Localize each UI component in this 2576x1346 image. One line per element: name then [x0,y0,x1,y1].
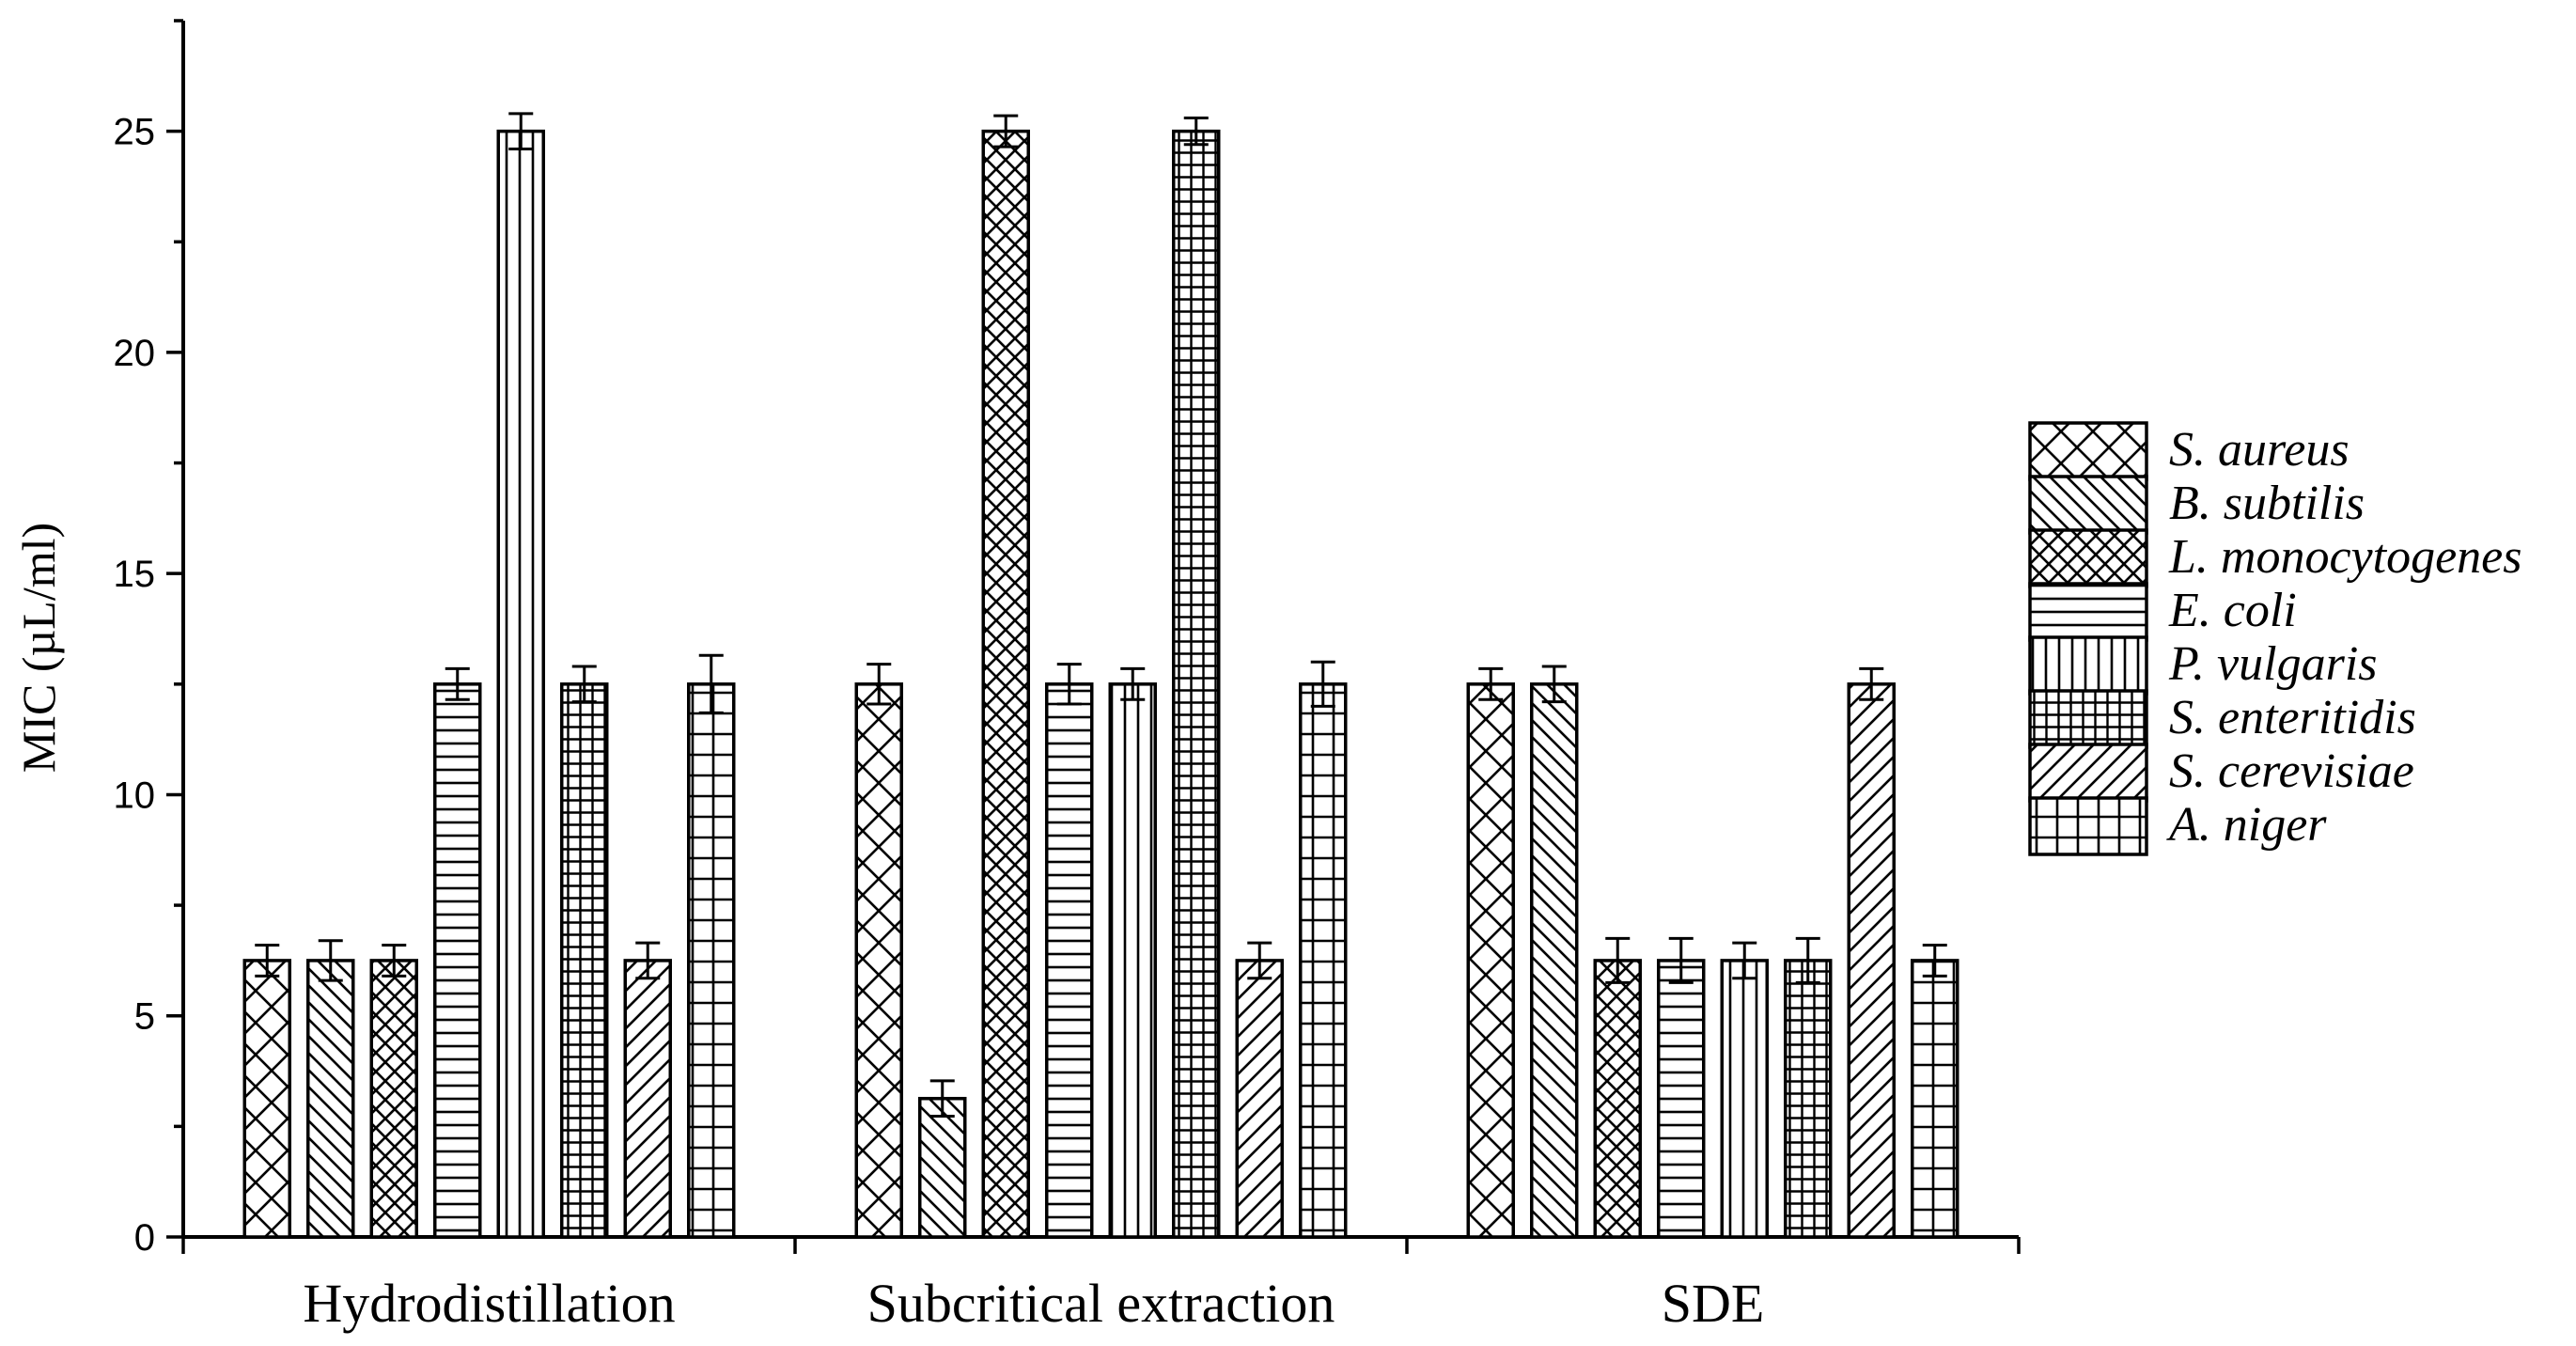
legend-swatch [2028,528,2148,588]
bar [306,959,355,1239]
y-tick-label: 20 [114,333,156,374]
x-category-label: Hydrodistillation [303,1273,675,1334]
legend-label: P. vulgaris [2168,637,2378,691]
legend-swatch [2028,796,2148,856]
bar [623,959,672,1239]
bar [1045,682,1094,1239]
bar [433,682,482,1239]
bar [1720,959,1769,1239]
legend-swatch [2028,635,2148,696]
bar [1911,959,1959,1239]
plot-area: 0 5 10 15 20 25 MIC (µL/ml) Hydrodistillation Su… [12,19,2021,1334]
y-tick-label: 25 [114,112,156,153]
y-tick-label: 0 [134,1217,155,1259]
legend-label: S. cerevisiae [2169,744,2414,798]
y-tick-label: 10 [114,775,156,816]
bar [1593,959,1642,1239]
legend-label: S. enteritidis [2169,691,2416,744]
bar [1530,682,1579,1239]
bar [1466,682,1515,1239]
bar [1299,682,1348,1239]
legend-swatch [2028,689,2148,749]
y-axis-title: MIC (µL/ml) [12,523,65,773]
bar [687,682,736,1239]
legend-label: L. monocytogenes [2168,530,2521,584]
bar [1172,129,1221,1239]
y-tick-label: 5 [134,996,155,1038]
legend-swatch [2028,582,2148,642]
bar [560,682,609,1239]
x-category-label: Subcritical extraction [867,1273,1335,1334]
bar [918,1096,967,1239]
legend-swatch [2028,475,2148,535]
legend-label: A. niger [2166,798,2327,852]
y-tick-label: 15 [114,554,156,595]
legend-label: E. coli [2168,584,2297,637]
legend-label: B. subtilis [2169,477,2365,530]
x-category-label: SDE [1662,1273,1765,1334]
bar [369,959,418,1239]
legend-label: S. aureus [2169,423,2350,477]
legend-swatch [2028,743,2148,803]
bar [496,129,545,1239]
bar [1108,682,1157,1239]
bar [242,959,291,1239]
bar [1657,959,1706,1239]
bar [981,129,1030,1239]
bar [1784,959,1833,1239]
legend-swatch [2028,421,2148,481]
bar [1847,682,1896,1239]
bar [1235,959,1284,1239]
bar [854,682,903,1239]
